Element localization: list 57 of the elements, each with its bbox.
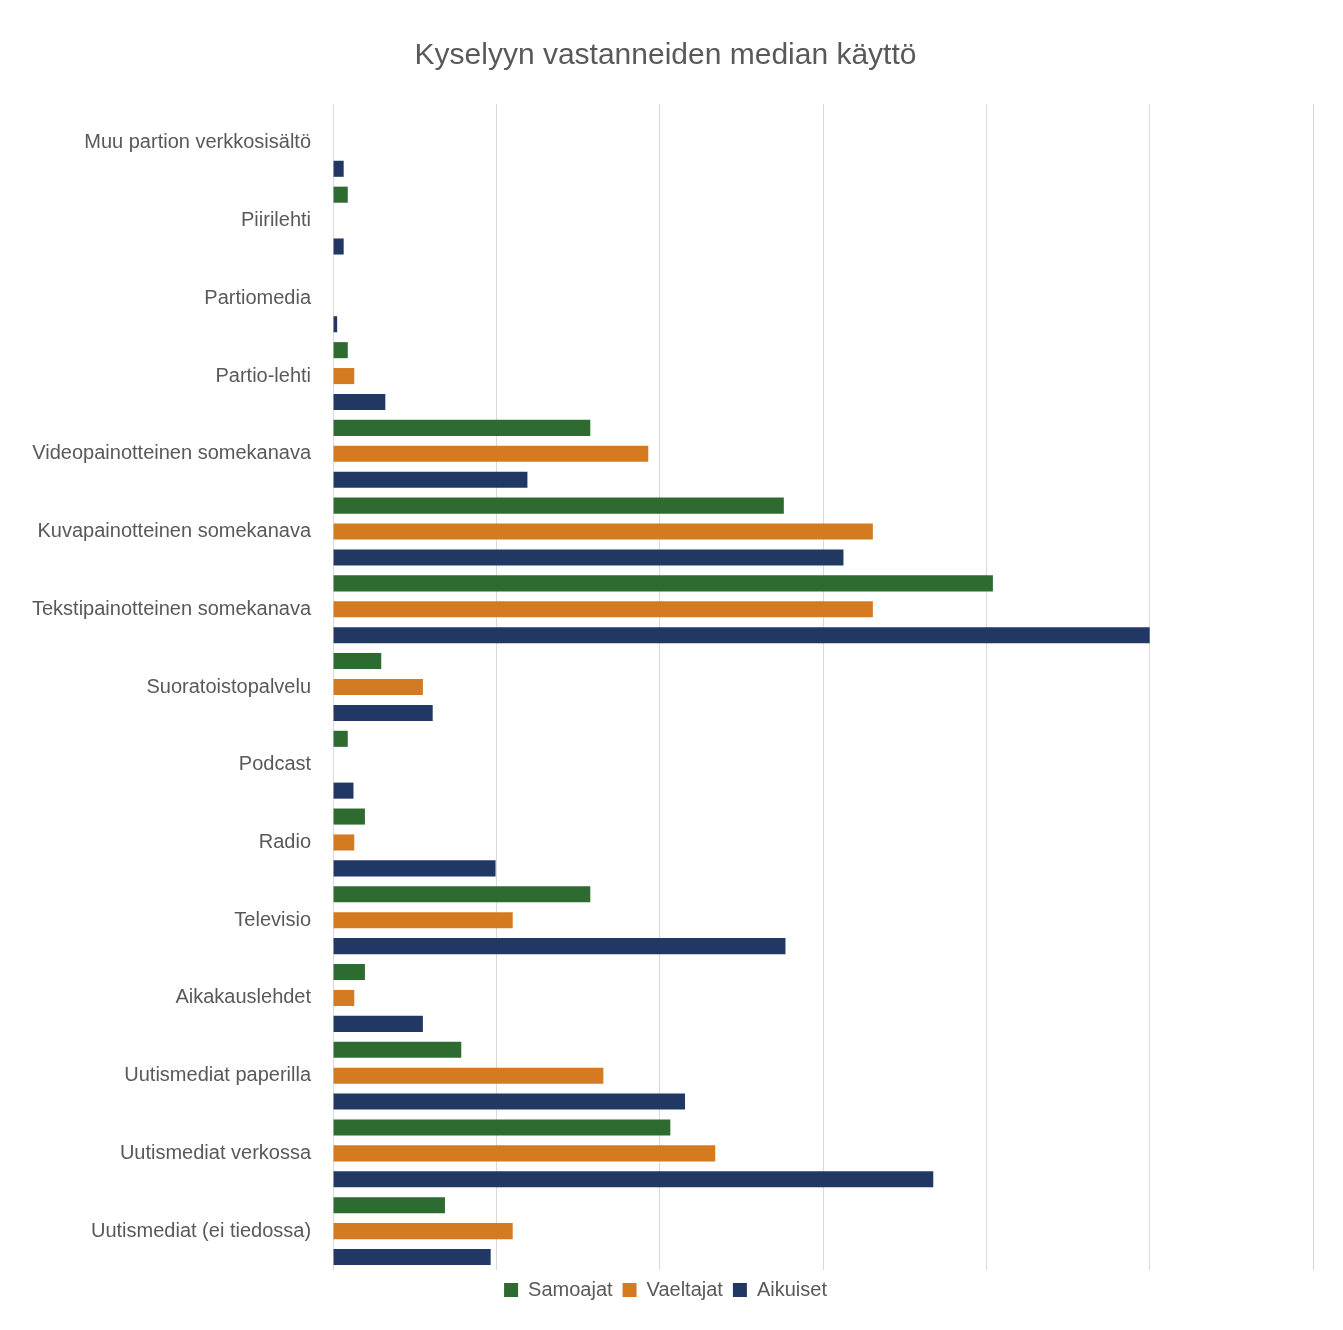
bar (333, 497, 784, 514)
bar (333, 860, 496, 877)
bar (333, 1119, 671, 1136)
bar (333, 834, 355, 851)
y-tick-label: Uutismediat verkossa (119, 1140, 312, 1163)
bar (333, 963, 365, 981)
bar (333, 912, 513, 929)
y-tick-label: Podcast (238, 752, 312, 775)
bar (333, 160, 344, 177)
bar (333, 393, 386, 411)
bar (333, 368, 355, 385)
bar (333, 653, 382, 670)
bar (333, 1041, 462, 1058)
bar (333, 1197, 445, 1214)
bar (333, 342, 348, 359)
bar (333, 1093, 686, 1110)
bar (333, 938, 786, 955)
legend-label: Vaeltajat (646, 1277, 724, 1300)
y-tick-label: Partio-lehti (215, 363, 312, 386)
chart-title: Kyselyyn vastanneiden median käyttö (414, 37, 917, 71)
bar (333, 627, 1150, 644)
y-tick-label: Televisio (234, 907, 312, 930)
bar (333, 730, 348, 747)
bar (333, 1223, 513, 1240)
bar (333, 445, 649, 462)
bar (333, 238, 344, 255)
bar (333, 678, 423, 696)
bar (333, 989, 355, 1006)
bar (333, 186, 348, 203)
y-tick-label: Videopainotteinen somekanava (32, 441, 312, 464)
bar (333, 704, 433, 721)
bar (333, 1171, 934, 1188)
bar (333, 782, 354, 799)
legend-label: Aikuiset (756, 1277, 828, 1300)
legend-label: Samoajat (528, 1277, 613, 1300)
y-tick-label: Uutismediat paperilla (124, 1063, 312, 1086)
bar (333, 523, 873, 540)
bar (333, 1249, 491, 1266)
bar (333, 601, 873, 618)
y-tick-label: Partiomedia (204, 285, 312, 308)
bar (333, 886, 591, 903)
y-tick-label: Kuvapainotteinen somekanava (37, 519, 312, 542)
bar (333, 1067, 604, 1084)
y-tick-label: Suoratoistopalvelu (146, 674, 312, 697)
y-tick-label: Uutismediat (ei tiedossa) (90, 1218, 312, 1241)
y-tick-label: Piirilehti (241, 208, 312, 231)
bar (333, 419, 591, 436)
y-tick-label: Tekstipainotteinen somekanava (32, 596, 312, 619)
bar (333, 549, 844, 566)
bar (333, 1015, 423, 1032)
bar (333, 808, 365, 825)
bar (333, 575, 993, 592)
y-tick-label: Radio (258, 829, 312, 852)
bar (333, 471, 528, 488)
y-tick-label: Muu partion verkkosisältö (84, 130, 312, 153)
y-tick-label: Aikakauslehdet (175, 985, 312, 1008)
bar (333, 1145, 716, 1162)
